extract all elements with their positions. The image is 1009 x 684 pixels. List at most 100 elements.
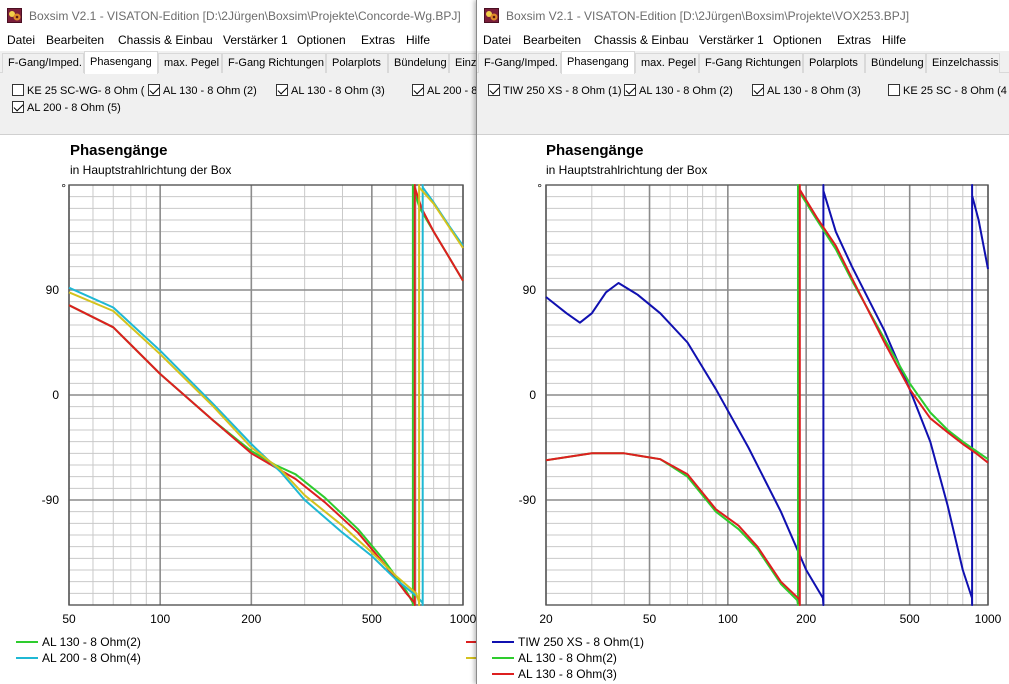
- menu-bar: Datei Bearbeiten Chassis & Einbau Verstä…: [477, 31, 1009, 51]
- tab-polarplots[interactable]: Polarplots: [326, 53, 388, 73]
- phase-chart-concorde: [68, 184, 464, 606]
- menu-extras[interactable]: Extras: [361, 33, 396, 47]
- driver-checkbox-al130-3[interactable]: AL 130 - 8 Ohm (3): [752, 84, 861, 97]
- plot-title: Phasengänge: [70, 142, 168, 159]
- legend-entry: AL 130 - 8 Ohm(2): [16, 635, 141, 649]
- plot-frame: [68, 184, 464, 606]
- driver-checkbox-al130-2[interactable]: AL 130 - 8 Ohm (2): [624, 84, 733, 97]
- grid-lines: [545, 185, 989, 605]
- checkbox-box[interactable]: [488, 84, 500, 96]
- legend-swatch: [16, 641, 38, 643]
- tab-polarplots[interactable]: Polarplots: [803, 53, 865, 73]
- y-tick-label: 90: [522, 283, 536, 297]
- x-tick-label: 500: [361, 612, 382, 626]
- tab-max-pegel[interactable]: max. Pegel: [158, 53, 222, 73]
- phase-chart-vox253: [545, 184, 989, 606]
- boxsim-window-vox253: Boxsim V2.1 - VISATON-Edition [D:\2Jürge…: [476, 0, 1009, 684]
- legend-label: TIW 250 XS - 8 Ohm(1): [518, 635, 645, 649]
- menu-extras[interactable]: Extras: [837, 33, 872, 47]
- driver-label: AL 200 - 8 Ohm (5): [27, 102, 121, 114]
- y-tick-label: -90: [41, 493, 59, 507]
- y-tick-label: 90: [45, 283, 59, 297]
- tab-max-pegel[interactable]: max. Pegel: [635, 53, 699, 73]
- driver-checkbox-ke25[interactable]: KE 25 SC-WG- 8 Ohm (: [12, 84, 144, 97]
- driver-label: AL 130 - 8 Ohm (2): [639, 85, 733, 97]
- menu-chassis-einbau[interactable]: Chassis & Einbau: [118, 33, 213, 47]
- menu-optionen[interactable]: Optionen: [297, 33, 346, 47]
- legend-swatch: [492, 673, 514, 675]
- tab-phasengang[interactable]: Phasengang: [84, 51, 158, 74]
- legend-label: AL 130 - 8 Ohm(2): [518, 651, 617, 665]
- driver-checkbox-tiw250[interactable]: TIW 250 XS - 8 Ohm (1): [488, 84, 622, 97]
- legend-label: AL 200 - 8 Ohm(4): [42, 651, 141, 665]
- driver-checkbox-al130-2[interactable]: AL 130 - 8 Ohm (2): [148, 84, 257, 97]
- tab-bar: F-Gang/Imped. Phasengang max. Pegel F-Ga…: [0, 51, 477, 74]
- window-title: Boxsim V2.1 - VISATON-Edition [D:\2Jürge…: [29, 9, 461, 23]
- plot-subtitle: in Hauptstrahlrichtung der Box: [70, 163, 232, 177]
- plot-subtitle: in Hauptstrahlrichtung der Box: [546, 163, 708, 177]
- driver-checkbox-panel: TIW 250 XS - 8 Ohm (1) AL 130 - 8 Ohm (2…: [477, 73, 1009, 135]
- menu-bearbeiten[interactable]: Bearbeiten: [523, 33, 582, 47]
- x-tick-label: 100: [717, 612, 738, 626]
- menu-datei[interactable]: Datei: [483, 33, 512, 47]
- tab-fgang-richtungen[interactable]: F-Gang Richtungen: [699, 53, 803, 73]
- series-line-4: [68, 184, 464, 606]
- driver-label: AL 130 - 8 Ohm (2): [163, 85, 257, 97]
- legend-entry: AL 130 - 8 Ohm(3): [492, 667, 617, 681]
- menu-bar: Datei Bearbeiten Chassis & Einbau Verstä…: [0, 31, 477, 51]
- x-tick-label: 20: [539, 612, 553, 626]
- menu-hilfe[interactable]: Hilfe: [406, 33, 431, 47]
- menu-bearbeiten[interactable]: Bearbeiten: [46, 33, 105, 47]
- checkbox-box[interactable]: [624, 84, 636, 96]
- y-tick-label: 0: [52, 388, 59, 402]
- driver-label: AL 130 - 8 Ohm (3): [767, 85, 861, 97]
- tab-einzelchassis[interactable]: Einzelchassis: [449, 53, 477, 73]
- tab-buendelung[interactable]: Bündelung: [865, 53, 926, 73]
- checkbox-box[interactable]: [12, 84, 24, 96]
- tab-einzelchassis[interactable]: Einzelchassis: [926, 53, 1000, 73]
- menu-datei[interactable]: Datei: [7, 33, 36, 47]
- plot-frame: [545, 184, 989, 606]
- driver-label: TIW 250 XS - 8 Ohm (1): [503, 85, 622, 97]
- menu-verstaerker[interactable]: Verstärker 1: [223, 33, 288, 47]
- menu-optionen[interactable]: Optionen: [773, 33, 822, 47]
- legend-swatch: [16, 657, 38, 659]
- legend-entry: AL 200 - 8 Ohm(4): [16, 651, 141, 665]
- title-bar[interactable]: Boxsim V2.1 - VISATON-Edition [D:\2Jürge…: [477, 0, 1009, 31]
- tab-fgang-imped[interactable]: F-Gang/Imped.: [2, 53, 84, 73]
- legend-label: AL 130 - 8 Ohm(2): [42, 635, 141, 649]
- tab-fgang-imped[interactable]: F-Gang/Imped.: [478, 53, 561, 73]
- tab-phasengang[interactable]: Phasengang: [561, 51, 635, 74]
- title-bar[interactable]: Boxsim V2.1 - VISATON-Edition [D:\2Jürge…: [0, 0, 477, 31]
- checkbox-box[interactable]: [888, 84, 900, 96]
- menu-chassis-einbau[interactable]: Chassis & Einbau: [594, 33, 689, 47]
- driver-checkbox-al130-3[interactable]: AL 130 - 8 Ohm (3): [276, 84, 385, 97]
- driver-checkbox-al200-4[interactable]: AL 200 - 8 Ohm (4): [412, 84, 477, 97]
- driver-label: AL 200 - 8 Ohm (4): [427, 85, 477, 97]
- checkbox-box[interactable]: [12, 101, 24, 113]
- legend-entry: TIW 250 XS - 8 Ohm(1): [492, 635, 644, 649]
- menu-hilfe[interactable]: Hilfe: [882, 33, 907, 47]
- x-tick-label: 200: [796, 612, 817, 626]
- checkbox-box[interactable]: [276, 84, 288, 96]
- y-tick-label: 0: [529, 388, 536, 402]
- x-tick-label: 500: [899, 612, 920, 626]
- driver-checkbox-ke25[interactable]: KE 25 SC - 8 Ohm (4: [888, 84, 1007, 97]
- legend-label: AL 130 - 8 Ohm(3): [518, 667, 617, 681]
- x-tick-label: 50: [62, 612, 76, 626]
- legend-swatch: [492, 641, 514, 643]
- y-axis-unit: °: [61, 181, 66, 195]
- legend-entry: AL 130 - 8 Ohm(2): [492, 651, 617, 665]
- checkbox-box[interactable]: [148, 84, 160, 96]
- window-title: Boxsim V2.1 - VISATON-Edition [D:\2Jürge…: [506, 9, 910, 23]
- x-tick-label: 100: [150, 612, 171, 626]
- tab-fgang-richtungen[interactable]: F-Gang Richtungen: [222, 53, 326, 73]
- checkbox-box[interactable]: [412, 84, 424, 96]
- driver-label: KE 25 SC - 8 Ohm (4: [903, 85, 1007, 97]
- legend-swatch-clipped: [466, 641, 477, 643]
- menu-verstaerker[interactable]: Verstärker 1: [699, 33, 764, 47]
- tab-buendelung[interactable]: Bündelung: [388, 53, 449, 73]
- y-tick-label: -90: [518, 493, 536, 507]
- driver-checkbox-al200-5[interactable]: AL 200 - 8 Ohm (5): [12, 101, 121, 114]
- checkbox-box[interactable]: [752, 84, 764, 96]
